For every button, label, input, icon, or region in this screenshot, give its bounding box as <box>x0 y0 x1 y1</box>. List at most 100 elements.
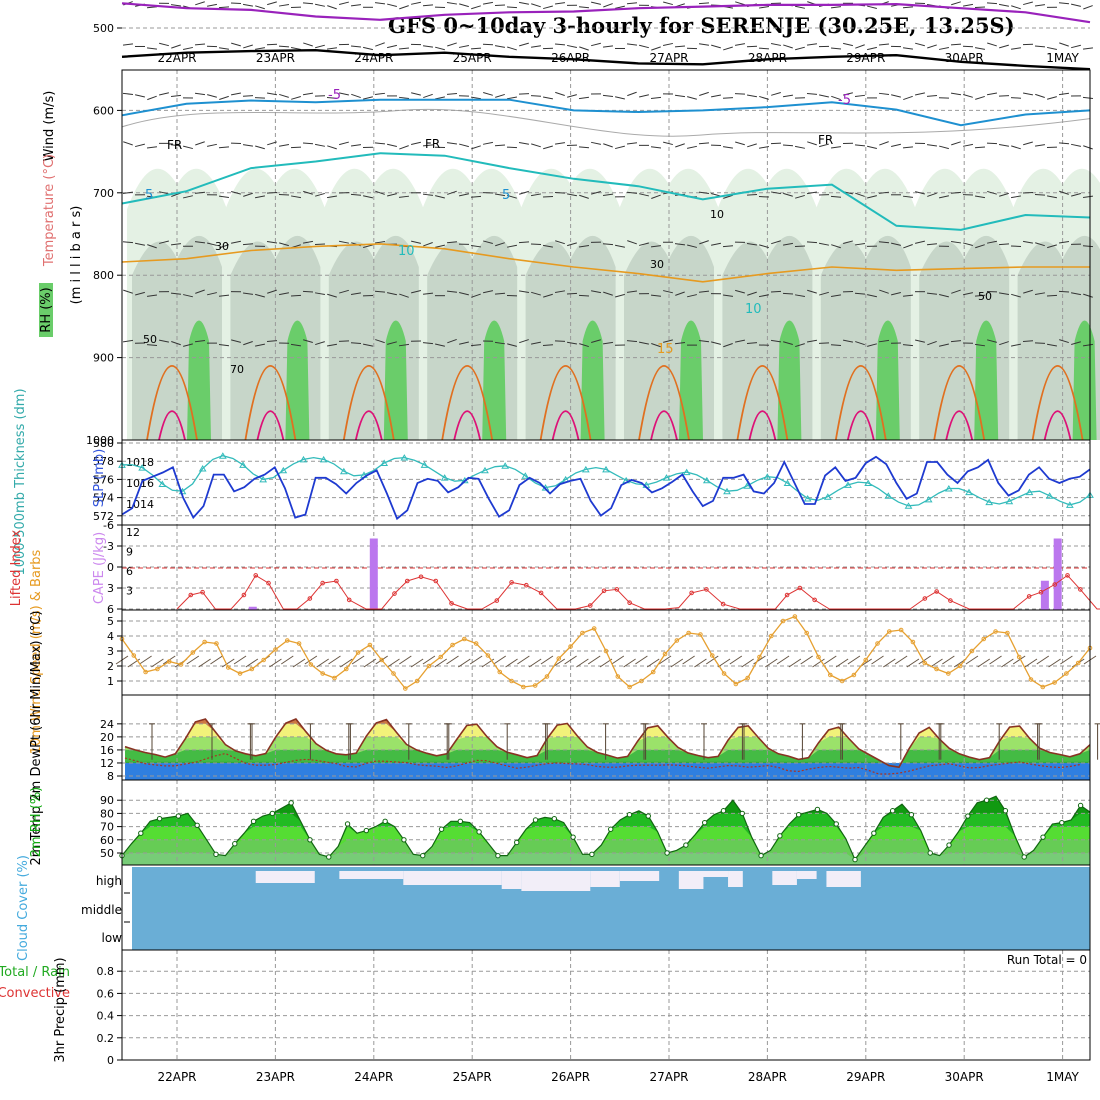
y-tick-label: 574 <box>93 492 114 505</box>
thickness-point <box>803 495 812 502</box>
wind-speed-point <box>910 639 916 645</box>
rh-point <box>570 834 576 840</box>
wind-barb <box>159 191 169 195</box>
wind-barb <box>722 97 734 99</box>
wind-barb <box>663 141 673 146</box>
wind-barb <box>650 146 662 149</box>
wind-barb <box>447 190 457 195</box>
temperature-contour-25 <box>1043 410 1072 441</box>
wind-barb <box>603 291 613 296</box>
cape-tick-label: 6 <box>126 565 133 578</box>
wind-barb <box>146 146 158 149</box>
wind-barb <box>615 5 625 9</box>
wind-barb <box>1082 343 1094 347</box>
thickness-point <box>723 487 731 495</box>
wind-barb <box>698 43 710 46</box>
wind-barb <box>363 96 373 100</box>
wind-speed-point <box>131 653 137 658</box>
wind-speed-point <box>698 632 703 637</box>
thickness-point <box>1005 497 1014 505</box>
wind-barb <box>830 47 842 50</box>
clear-sky-block <box>339 871 404 879</box>
wind-barb <box>374 92 386 96</box>
wind-barb <box>1034 144 1046 147</box>
surface-wind-barb <box>894 655 908 665</box>
y-tick-label: 80 <box>100 807 114 820</box>
wind-barb <box>698 191 710 194</box>
thickness-point <box>279 466 288 474</box>
wind-barb <box>951 141 961 146</box>
upper-air-panel: 500 600 700 800 900 1000 -5 -5 FR FR FR 5 5 10 10 15 10 3… <box>39 1 1100 447</box>
wind-barb <box>375 42 385 47</box>
top-date-label: 29APR <box>846 51 885 65</box>
wind-speed-point <box>296 641 302 646</box>
wind-barb <box>806 92 818 95</box>
wind-barb <box>230 92 242 96</box>
wind-speed-point <box>898 627 904 633</box>
wind-barb <box>974 195 986 199</box>
wind-barb <box>975 95 985 100</box>
wind-barb <box>351 93 361 99</box>
lifted-index-point <box>689 590 694 596</box>
wind-barb <box>758 6 770 9</box>
lifted-index-point <box>509 580 514 585</box>
wind-barb <box>626 2 638 5</box>
lifted-index-point <box>704 587 709 592</box>
wind-barb <box>255 343 265 347</box>
wind-barb <box>315 341 325 346</box>
top-date-label: 28APR <box>748 51 787 65</box>
lifted-index-point <box>812 597 817 603</box>
wind-speed-point <box>969 648 975 654</box>
rh-point <box>194 822 200 828</box>
wind-barb <box>494 193 506 197</box>
surface-wind-barb <box>446 655 459 665</box>
rh-point <box>589 851 595 858</box>
wind-barb <box>1022 240 1034 244</box>
wind-speed-point <box>438 654 444 660</box>
surface-wind-barb <box>328 655 341 665</box>
wind-barb <box>1082 245 1094 248</box>
surface-wind-barb <box>694 658 707 668</box>
wind-barb <box>471 5 481 10</box>
wind-barb <box>878 339 890 343</box>
wind-barb <box>339 1 349 5</box>
rh-point <box>250 818 257 825</box>
wind-barb <box>783 192 793 197</box>
surface-wind-barb <box>493 655 507 665</box>
wind-speed-point <box>792 614 798 619</box>
surface-wind-barb <box>340 658 353 668</box>
y-tick-label: 24 <box>100 718 114 731</box>
lifted-index-point <box>948 598 953 603</box>
wind-barb <box>543 293 553 298</box>
clear-sky-block <box>501 871 522 889</box>
wind-barb <box>195 1 205 6</box>
wind-barb <box>1058 2 1070 5</box>
wind-barb <box>1047 46 1057 51</box>
temperature-contour-25 <box>748 410 777 441</box>
wind-speed-point <box>922 660 928 666</box>
rh-point <box>495 852 501 859</box>
wind-barb <box>602 193 614 196</box>
wind-barb <box>207 143 217 147</box>
wind-barb <box>266 191 278 194</box>
lifted-index-point <box>266 580 271 586</box>
wind-barb <box>506 96 518 100</box>
surface-wind-barb <box>528 658 542 668</box>
wind-barb <box>818 342 830 344</box>
wind-speed-point <box>686 630 691 636</box>
rh-point <box>777 833 783 839</box>
wind-barb <box>1070 292 1082 296</box>
wind-barb <box>458 45 470 48</box>
wind-barb <box>519 190 529 195</box>
rh-contour-label: 50 <box>143 333 157 346</box>
wind-barb <box>470 344 482 347</box>
lifted-index-point <box>200 589 205 595</box>
contour-label-15: 15 <box>657 342 674 357</box>
wind-barb <box>483 92 493 96</box>
wind-barb <box>422 292 434 295</box>
rh-axis-label: 2m RH (%) <box>29 787 44 858</box>
wind-barb <box>471 145 481 150</box>
wind-barb <box>639 341 649 345</box>
bottom-date-label: 23APR <box>256 1070 295 1084</box>
y-tick-label: 90 <box>100 794 114 807</box>
